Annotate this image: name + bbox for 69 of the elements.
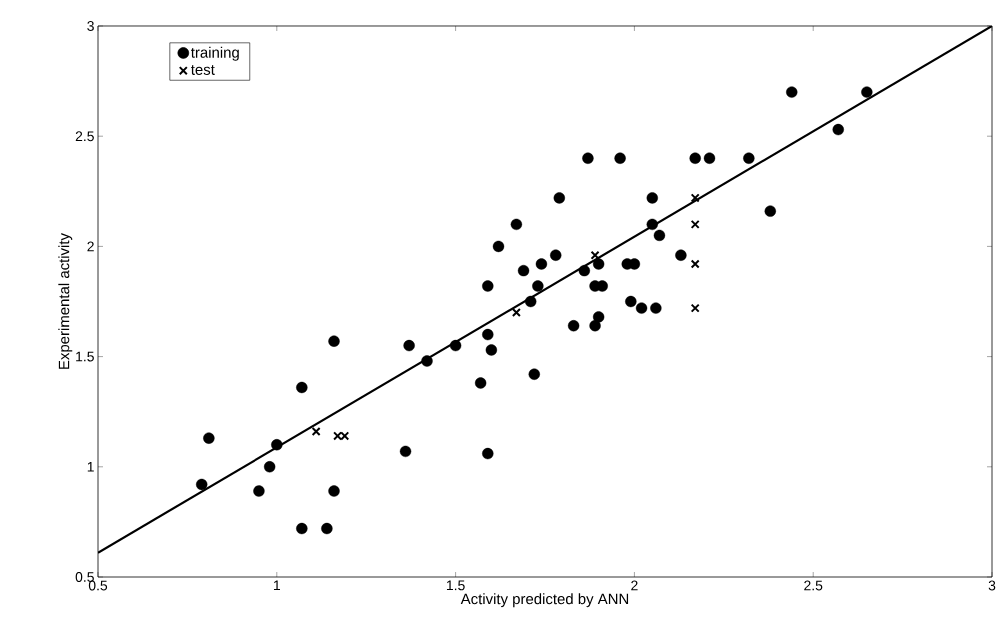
point [675,249,687,261]
x-tick-label: 2.5 [804,580,823,591]
point [650,302,662,314]
point [511,308,521,318]
x-axis-title: Activity predicted by ANN [460,593,629,608]
point [328,335,340,347]
point [625,295,637,308]
point [592,258,605,270]
point [449,339,462,352]
point [567,320,580,332]
x-tick-label: 3 [988,580,996,591]
point [703,152,716,164]
point [690,219,700,229]
point [535,258,548,270]
point [510,218,523,231]
point [590,250,600,260]
point [578,264,591,277]
point [832,123,844,136]
legend-label: test [190,65,215,75]
y-tick-label: 2.5 [75,131,94,142]
point [764,205,776,217]
point [646,192,658,204]
point [474,377,487,389]
legend-label: training [190,46,239,61]
point [485,344,498,356]
point [517,264,530,277]
y-axis-title: Experimental activity [58,233,73,369]
point [861,86,873,98]
y-tick-label: 1 [87,462,94,472]
y-tick-label: 3 [87,21,94,31]
point [196,478,208,491]
point [550,249,562,261]
point [614,152,626,164]
point [653,229,666,242]
point [646,218,658,231]
point [528,368,540,380]
point [582,152,594,164]
point [296,381,308,394]
point [203,432,215,444]
point [532,280,544,292]
x-tick-label: 1.5 [446,580,465,591]
x-tick-label: 1 [273,580,280,591]
point [525,295,537,308]
point [482,280,494,292]
point [321,522,333,535]
point [253,485,265,497]
x-tick-label: 2 [631,580,638,591]
point [311,427,321,437]
point [553,192,565,204]
point [786,86,798,98]
point [690,259,700,269]
point [743,152,755,164]
point [492,240,505,253]
y-tick-label: 2 [87,241,94,252]
point [482,447,494,460]
point [263,461,276,473]
point [690,303,700,313]
point [635,302,648,314]
point [592,311,605,323]
y-tick-label: 0.5 [75,572,94,582]
point [271,439,283,451]
point [328,485,340,497]
point [690,193,700,203]
point [399,445,412,458]
point [296,522,308,535]
point [403,339,415,352]
y-tick-label: 1.5 [76,351,94,362]
point [421,355,433,367]
point [482,328,494,341]
